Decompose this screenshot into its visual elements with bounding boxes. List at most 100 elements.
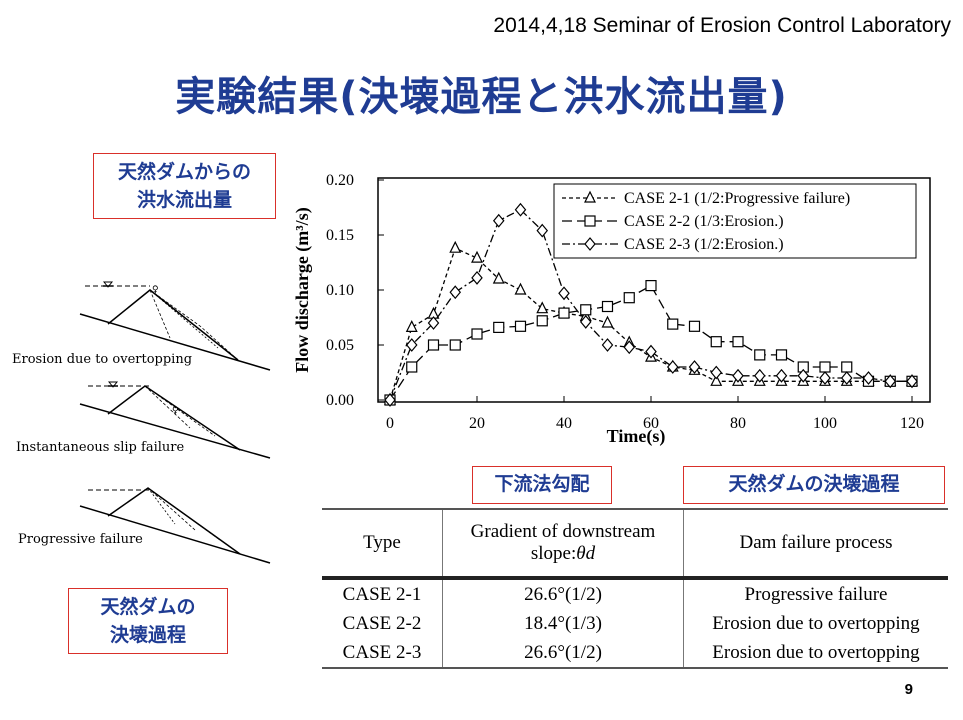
data-point-diamond <box>819 371 831 385</box>
caption-overtopping: Erosion due to overtopping <box>12 352 192 367</box>
data-point-square <box>449 339 461 351</box>
header-date: 2014,4,18 Seminar of Erosion Control Lab… <box>493 14 951 37</box>
x-tick-label: 0 <box>386 415 394 432</box>
sketch-slip: ♀ Instantaneous slip failure <box>16 381 271 459</box>
x-tick-label: 100 <box>813 415 837 432</box>
cell-type: CASE 2-1 <box>342 583 422 605</box>
svg-text:♀: ♀ <box>172 406 179 416</box>
x-tick-label: 20 <box>469 415 485 432</box>
header-gradient-symbol: θd <box>576 543 596 564</box>
sketch-progressive: Progressive failure <box>18 487 271 564</box>
data-point-diamond <box>623 340 636 355</box>
data-point-square <box>667 318 679 330</box>
data-point-diamond <box>732 368 744 383</box>
cell-gradient: 26.6°(1/2) <box>442 638 684 669</box>
data-point-triangle <box>601 315 614 328</box>
legend-label: CASE 2-1 (1/2:Progressive failure) <box>624 190 850 207</box>
data-point-diamond <box>536 223 549 238</box>
data-point-square <box>775 349 788 361</box>
data-point-square <box>688 320 701 332</box>
data-point-diamond <box>514 202 527 217</box>
gradient-label-box: 下流法勾配 <box>472 466 612 504</box>
data-point-triangle <box>584 190 596 203</box>
caption-progressive: Progressive failure <box>18 532 143 547</box>
page-number: 9 <box>904 681 913 698</box>
x-tick-label: 40 <box>556 415 572 432</box>
table-row: CASE 2-1 26.6°(1/2) Progressive failure <box>322 578 948 609</box>
data-point-diamond <box>840 371 853 385</box>
cell-process: Erosion due to overtopping <box>683 638 948 669</box>
chart-legend: CASE 2-1 (1/2:Progressive failure) CASE 2… <box>553 183 917 259</box>
water-level-icon <box>102 281 114 288</box>
y-axis-label: Flow discharge (m³/s) <box>292 207 313 372</box>
y-tick-label: 0.00 <box>326 392 354 409</box>
failure-label-box: 天然ダムの 決壊過程 <box>68 588 228 654</box>
cell-process: Erosion due to overtopping <box>683 609 948 638</box>
svg-text:♀: ♀ <box>152 285 159 295</box>
data-point-triangle <box>471 250 483 263</box>
data-point-square <box>732 336 744 348</box>
header-process: Dam failure process <box>683 508 948 580</box>
data-point-square <box>471 328 483 340</box>
data-point-square <box>710 336 722 348</box>
data-point-square <box>514 320 527 332</box>
data-point-diamond <box>884 374 897 389</box>
data-point-diamond <box>753 368 766 383</box>
data-point-square <box>584 215 596 227</box>
data-point-diamond <box>579 314 592 329</box>
data-point-triangle <box>492 271 505 284</box>
slide-title: 実験結果(決壊過程と洪水流出量) <box>175 74 788 120</box>
data-point-diamond <box>710 365 723 380</box>
data-point-square <box>601 300 614 313</box>
data-point-diamond <box>775 368 788 383</box>
y-tick-label: 0.20 <box>326 172 354 189</box>
process-label-box: 天然ダムの決壊過程 <box>683 466 945 504</box>
table-row: CASE 2-2 18.4°(1/3) Erosion due to overt… <box>322 609 948 638</box>
water-level-icon <box>107 381 119 388</box>
data-point-diamond <box>384 393 396 407</box>
data-point-square <box>819 361 831 373</box>
y-tick-label: 0.05 <box>326 337 354 354</box>
data-point-square <box>754 349 766 361</box>
cell-type: CASE 2-2 <box>342 612 422 634</box>
data-point-diamond <box>645 344 657 359</box>
series-3 <box>384 202 918 407</box>
data-point-diamond <box>906 374 918 389</box>
data-point-square <box>580 304 592 316</box>
data-point-triangle <box>405 320 418 332</box>
y-tick-label: 0.15 <box>326 227 354 244</box>
data-point-square <box>493 321 505 333</box>
series-2 <box>384 279 918 406</box>
legend-label: CASE 2-2 (1/3:Erosion.) <box>624 213 784 230</box>
x-tick-label: 80 <box>730 415 746 432</box>
data-point-diamond <box>492 213 505 228</box>
data-point-diamond <box>405 338 418 352</box>
table-header-row: Type Gradient of downstream slope:θd Dam… <box>322 508 948 580</box>
data-point-diamond <box>862 371 875 385</box>
data-point-triangle <box>710 373 723 386</box>
x-axis-label: Time(s) <box>607 426 666 447</box>
sketch-overtopping: ♀ Erosion due to overtopping <box>12 281 271 371</box>
table-row: CASE 2-3 26.6°(1/2) Erosion due to overt… <box>322 638 948 669</box>
data-point-diamond <box>558 286 570 301</box>
data-point-diamond <box>666 360 679 374</box>
data-point-triangle <box>514 282 527 295</box>
outflow-label-line1: 天然ダムからの <box>117 161 251 183</box>
header-gradient-slope: slope: <box>530 543 577 564</box>
cell-type: CASE 2-3 <box>322 638 443 669</box>
outflow-label-line2: 洪水流出量 <box>136 189 232 211</box>
failure-label-line1: 天然ダムの <box>100 596 196 618</box>
y-axis: 0.00 0.05 0.10 0.15 0.20 <box>326 172 384 409</box>
data-point-square <box>623 292 635 304</box>
data-point-diamond <box>471 270 483 285</box>
flow-discharge-chart: 0.00 0.05 0.10 0.15 0.20 0 20 40 60 80 100 120 CAS… <box>288 158 940 450</box>
data-point-square <box>427 339 440 351</box>
header-type: Type <box>322 508 443 580</box>
x-axis: 0 20 40 60 80 100 120 <box>386 396 924 432</box>
data-point-triangle <box>536 301 549 314</box>
x-tick-label: 60 <box>643 415 659 432</box>
data-point-square <box>645 279 657 292</box>
header-gradient-line2: slope:θd <box>444 543 682 565</box>
dam-failure-sketches: ♀ Erosion due to overtopping ♀ Instantan… <box>12 281 271 564</box>
failure-label-line2: 決壊過程 <box>109 624 186 646</box>
